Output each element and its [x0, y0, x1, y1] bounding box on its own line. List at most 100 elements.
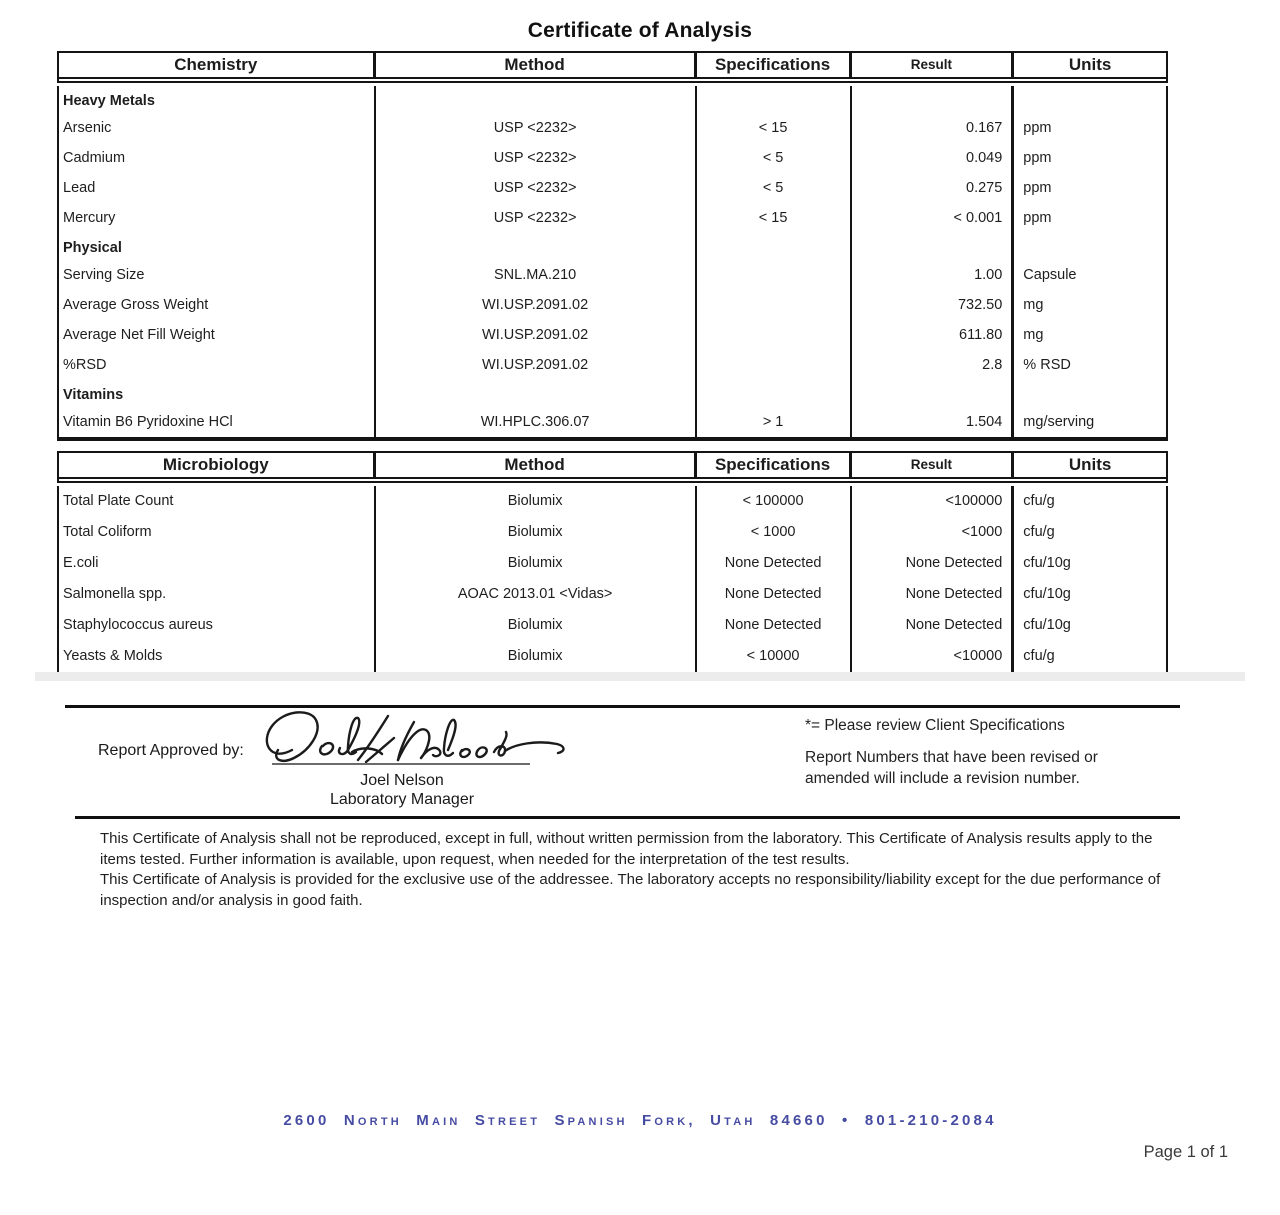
row-analyte: %RSD — [59, 350, 376, 380]
table-row: Total Plate Count Biolumix < 100000 <100000… — [59, 486, 1166, 517]
row-analyte: Lead — [59, 173, 376, 203]
row-specification: < 100000 — [697, 486, 852, 517]
table-row: Salmonella spp. AOAC 2013.01 <Vidas> None … — [59, 579, 1166, 610]
row-specification — [697, 233, 852, 260]
row-result — [852, 380, 1015, 407]
row-method: Biolumix — [376, 548, 697, 579]
row-analyte: Salmonella spp. — [59, 579, 376, 610]
row-method: USP <2232> — [376, 173, 697, 203]
row-result: 611.80 — [852, 320, 1015, 350]
row-analyte: Vitamins — [59, 380, 376, 407]
row-specification: None Detected — [697, 610, 852, 641]
table-row: Cadmium USP <2232> < 5 0.049 ppm — [59, 143, 1166, 173]
disclaimer-paragraph-2: This Certificate of Analysis is provided… — [100, 871, 1161, 909]
table-row: Yeasts & Molds Biolumix < 10000 <10000 cfu/g — [59, 641, 1166, 672]
page-number: Page 1 of 1 — [1143, 1143, 1228, 1161]
row-method: WI.USP.2091.02 — [376, 290, 697, 320]
row-method — [376, 86, 697, 113]
row-result: 0.049 — [852, 143, 1015, 173]
row-specification: > 1 — [697, 407, 852, 437]
signature-line — [272, 763, 530, 765]
client-specifications-note: *= Please review Client Specifications — [805, 717, 1065, 734]
horizontal-rule-bottom — [75, 816, 1180, 819]
row-method: USP <2232> — [376, 143, 697, 173]
row-analyte: Mercury — [59, 203, 376, 233]
row-method: Biolumix — [376, 641, 697, 672]
row-units: cfu/10g — [1023, 617, 1071, 633]
row-units: mg — [1023, 327, 1044, 343]
row-specification — [697, 86, 852, 113]
microbiology-table-header: Microbiology Method Specifications Resul… — [57, 451, 1168, 483]
scan-artifact-strip — [35, 672, 1245, 681]
row-method: WI.USP.2091.02 — [376, 320, 697, 350]
table-row: Mercury USP <2232> < 15 < 0.001 ppm — [59, 203, 1166, 233]
row-specification: < 15 — [697, 203, 852, 233]
row-result: <10000 — [852, 641, 1015, 672]
report-approved-by-label: Report Approved by: — [98, 742, 244, 759]
row-method: Biolumix — [376, 610, 697, 641]
row-method — [376, 380, 697, 407]
row-units: mg/serving — [1023, 414, 1095, 430]
column-header-specifications: Specifications — [697, 53, 852, 77]
row-result: <1000 — [852, 517, 1015, 548]
row-analyte: Staphylococcus aureus — [59, 610, 376, 641]
table-row: Vitamins — [59, 380, 1166, 407]
row-result: 2.8 — [852, 350, 1015, 380]
signee-title: Laboratory Manager — [329, 791, 475, 808]
row-units: % RSD — [1023, 357, 1071, 373]
column-header-units: Units — [1068, 55, 1112, 74]
table-row: Physical — [59, 233, 1166, 260]
row-specification — [697, 350, 852, 380]
disclaimer-paragraph-1: This Certificate of Analysis shall not b… — [100, 830, 1153, 868]
column-header-result: Result — [852, 53, 1015, 77]
row-method: USP <2232> — [376, 203, 697, 233]
row-specification — [697, 290, 852, 320]
table-row: E.coli Biolumix None Detected None Detected… — [59, 548, 1166, 579]
row-analyte: Average Gross Weight — [59, 290, 376, 320]
chemistry-table: Chemistry Method Specifications Result U… — [57, 51, 1168, 441]
row-method: USP <2232> — [376, 113, 697, 143]
row-result: None Detected — [852, 548, 1015, 579]
row-result: 732.50 — [852, 290, 1015, 320]
row-units: ppm — [1023, 150, 1052, 166]
row-specification: None Detected — [697, 548, 852, 579]
row-result: 1.00 — [852, 260, 1015, 290]
column-header-method: Method — [376, 53, 697, 77]
column-header-specifications: Specifications — [697, 453, 852, 477]
row-method — [376, 233, 697, 260]
row-specification: < 15 — [697, 113, 852, 143]
row-analyte: Yeasts & Molds — [59, 641, 376, 672]
row-units: cfu/g — [1023, 648, 1055, 664]
row-method: AOAC 2013.01 <Vidas> — [376, 579, 697, 610]
footer-address: 2600 North Main Street Spanish Fork, Uta… — [283, 1112, 997, 1129]
row-method: WI.USP.2091.02 — [376, 350, 697, 380]
row-analyte: Vitamin B6 Pyridoxine HCl — [59, 407, 376, 437]
row-result — [852, 233, 1015, 260]
row-analyte: Cadmium — [59, 143, 376, 173]
row-result: < 0.001 — [852, 203, 1015, 233]
disclaimer-text: This Certificate of Analysis shall not b… — [100, 829, 1162, 911]
table-row: Arsenic USP <2232> < 15 0.167 ppm — [59, 113, 1166, 143]
row-result: 0.275 — [852, 173, 1015, 203]
row-result: 1.504 — [852, 407, 1015, 437]
table-row: Heavy Metals — [59, 86, 1166, 113]
table-row: Average Gross Weight WI.USP.2091.02 732.50… — [59, 290, 1166, 320]
row-result: None Detected — [852, 579, 1015, 610]
chemistry-table-header: Chemistry Method Specifications Result U… — [57, 51, 1168, 83]
row-units: mg — [1023, 297, 1044, 313]
row-units — [1014, 86, 1166, 113]
table-row: Serving Size SNL.MA.210 1.00 Capsule — [59, 260, 1166, 290]
row-analyte: Total Coliform — [59, 517, 376, 548]
row-units: cfu/10g — [1023, 555, 1071, 571]
row-specification: < 5 — [697, 173, 852, 203]
row-analyte: Arsenic — [59, 113, 376, 143]
page-title: Certificate of Analysis — [527, 19, 753, 42]
row-specification — [697, 380, 852, 407]
row-analyte: Serving Size — [59, 260, 376, 290]
microbiology-table-body: Total Plate Count Biolumix < 100000 <100000… — [57, 486, 1168, 676]
row-specification: None Detected — [697, 579, 852, 610]
row-result: None Detected — [852, 610, 1015, 641]
row-units: ppm — [1023, 120, 1052, 136]
row-units — [1014, 233, 1166, 260]
